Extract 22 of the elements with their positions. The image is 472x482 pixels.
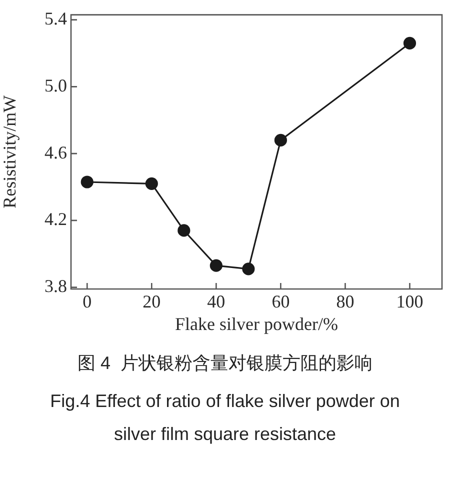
x-tick-label: 80 (336, 292, 354, 312)
y-tick-label: 4.6 (44, 142, 67, 162)
point (210, 259, 222, 272)
point (80, 176, 94, 188)
y-tick-label: 5.4 (44, 8, 67, 29)
x-tick-label: 40 (207, 292, 226, 312)
point (242, 262, 255, 276)
x-tick-label: 20 (142, 292, 161, 312)
caption: Fig.4 Effect of ratio of flake silver powder on silver film square resistance (49, 390, 401, 446)
y-axis-title: Resistivity/mW (0, 95, 20, 208)
x-tick-label: 60 (272, 292, 290, 312)
x-tick-label: 0 (82, 292, 92, 312)
caption: 图 4 片状银粉含量对银膜方阻的影响 (76, 352, 374, 375)
y-tick-label: 4.2 (44, 209, 67, 230)
point (403, 36, 416, 50)
point (274, 134, 287, 146)
x-tick-label: 100 (396, 292, 424, 312)
point (145, 177, 158, 190)
y-tick-label: 3.8 (44, 276, 67, 296)
x-axis-title: Flake silver powder/% (175, 314, 338, 334)
y-tick-label: 5.0 (44, 75, 67, 96)
point (178, 224, 190, 237)
